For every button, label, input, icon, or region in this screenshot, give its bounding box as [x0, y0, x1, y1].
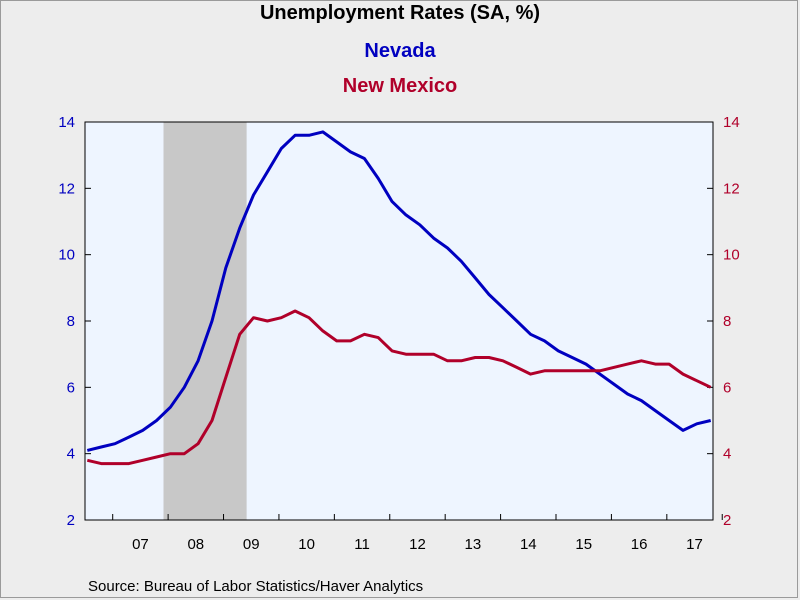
y-tick-label-right: 2 — [723, 512, 731, 529]
y-tick-label-right: 10 — [723, 247, 740, 264]
y-tick-label-left: 6 — [67, 379, 75, 396]
x-tick-label: 11 — [354, 536, 370, 553]
y-tick-label-right: 6 — [723, 379, 731, 396]
recession-band — [163, 122, 247, 520]
y-tick-label-right: 4 — [723, 446, 731, 463]
y-tick-label-right: 14 — [723, 114, 740, 131]
y-tick-label-left: 2 — [67, 512, 75, 529]
x-tick-label: 17 — [686, 536, 703, 553]
x-tick-label: 14 — [520, 536, 537, 553]
series-line-new-mexico — [86, 309, 712, 466]
y-tick-label-right: 12 — [723, 180, 740, 197]
y-tick-label-left: 12 — [58, 180, 75, 197]
y-tick-label-right: 8 — [723, 313, 731, 330]
x-tick-label: 10 — [298, 536, 315, 553]
series-title-new-mexico: New Mexico — [342, 75, 458, 97]
y-tick-label-left: 4 — [67, 446, 75, 463]
series-title-nevada: Nevada — [364, 40, 436, 62]
series-line-nevada — [86, 130, 712, 452]
x-tick-label: 08 — [187, 536, 204, 553]
x-tick-label: 09 — [243, 536, 260, 553]
x-tick-label: 16 — [631, 536, 648, 553]
y-tick-label-left: 10 — [58, 247, 75, 264]
x-tick-label: 12 — [409, 536, 426, 553]
y-tick-label-left: 8 — [67, 313, 75, 330]
chart-title: Unemployment Rates (SA, %) — [259, 2, 541, 24]
source-note: Source: Bureau of Labor Statistics/Haver… — [88, 578, 424, 595]
x-tick-label: 07 — [132, 536, 149, 553]
x-tick-label: 15 — [575, 536, 592, 553]
y-tick-label-left: 14 — [58, 114, 75, 131]
x-tick-label: 13 — [465, 536, 482, 553]
